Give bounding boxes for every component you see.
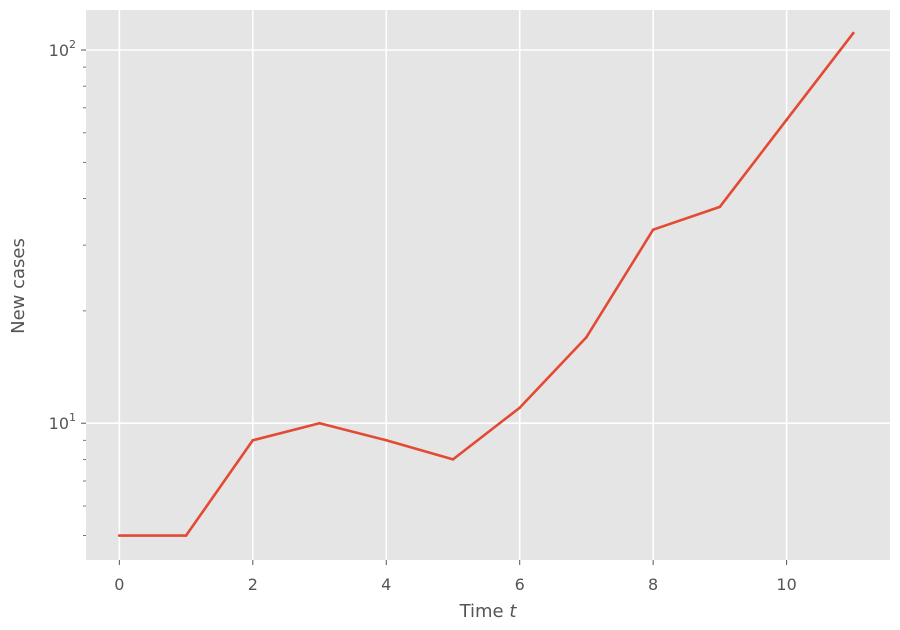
x-tick-label: 6 — [515, 575, 525, 594]
x-tick-label: 8 — [648, 575, 658, 594]
data-point — [852, 31, 855, 35]
data-point — [384, 438, 388, 442]
x-tick-label: 10 — [776, 575, 796, 594]
grid-lines — [86, 10, 890, 560]
y-tick-label-base: 10 — [49, 41, 69, 60]
data-point — [651, 228, 655, 232]
y-minor-ticks — [83, 66, 86, 536]
y-tick-label-exponent: 1 — [69, 411, 76, 424]
data-point — [585, 335, 588, 339]
y-axis-label: New cases — [8, 238, 29, 334]
y-tick-label-exponent: 2 — [69, 38, 76, 51]
y-tick-label: 102 — [49, 38, 76, 60]
data-point — [184, 534, 188, 537]
series-layer — [118, 31, 855, 537]
data-point — [118, 534, 121, 537]
x-tick-label: 0 — [114, 575, 124, 594]
series-line — [118, 31, 855, 537]
plot-area — [86, 10, 890, 560]
x-axis-label: Time t — [459, 601, 518, 622]
y-tick-label-base: 10 — [49, 414, 69, 433]
y-tick-label: 101 — [49, 411, 76, 433]
data-point — [451, 458, 455, 461]
x-axis-label-text: Time — [459, 601, 504, 622]
data-point — [518, 406, 521, 410]
x-axis-label-variable: t — [509, 601, 517, 622]
x-axis-ticks: 0 2 4 6 8 10 — [114, 560, 797, 594]
data-point — [718, 205, 722, 209]
data-point — [251, 438, 255, 442]
x-tick-label: 2 — [248, 575, 258, 594]
data-point — [318, 421, 321, 425]
x-tick-label: 4 — [381, 575, 391, 594]
data-point — [785, 118, 788, 122]
